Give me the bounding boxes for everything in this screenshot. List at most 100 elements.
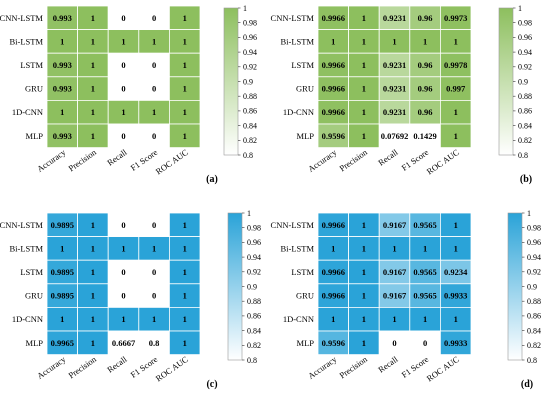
row-label: 1D-CNN [12, 107, 43, 117]
cell-value-label: 1 [183, 220, 187, 230]
colorbar [507, 212, 523, 361]
cell-value-label: 0.9167 [383, 267, 407, 277]
cell-value-label: 1 [152, 107, 156, 117]
colorbar-tick-label: 1 [247, 209, 251, 218]
column-label: Accuracy [306, 354, 339, 381]
cell-value-label: 1 [454, 314, 458, 324]
column-label: Precision [337, 147, 369, 174]
colorbar-tick-label: 0.9 [243, 77, 253, 86]
cell-value-label: 1 [362, 107, 366, 117]
cell-value-label: 1 [331, 314, 335, 324]
cell-value-label: 0.96 [418, 60, 433, 70]
colorbar-tick-label: 0.88 [243, 92, 257, 101]
cell-value-label: 1 [362, 314, 366, 324]
cell-value-label: 0.9966 [322, 107, 345, 117]
cell-value-label: 0.9965 [51, 338, 74, 348]
column-label: Recall [105, 354, 129, 375]
column-label: ROC AUC [154, 147, 190, 177]
cell-value-label: 0.07692 [381, 131, 409, 141]
cell-value-label: 0.9895 [51, 291, 74, 301]
row-label: Bi-LSTM [9, 243, 43, 253]
cell-value-label: 1 [91, 84, 95, 94]
row-label: CNN-LSTM [0, 13, 43, 23]
cell-value-label: 1 [91, 220, 95, 230]
colorbar-tick-label: 1 [243, 4, 247, 13]
heatmap-cell [168, 123, 201, 149]
row-label: LSTM [291, 60, 314, 70]
cell-value-label: 0.9895 [51, 267, 74, 277]
cell-value-label: 1 [60, 314, 64, 324]
cell-value-label: 0 [392, 338, 396, 348]
row-label: MLP [297, 338, 315, 348]
cell-value-label: 0.993 [53, 13, 72, 23]
row-label: Bi-LSTM [280, 36, 314, 46]
cell-value-label: 0 [121, 267, 125, 277]
cell-value-label: 0.9978 [444, 60, 467, 70]
cell-value-label: 1 [91, 13, 95, 23]
cell-value-label: 0.9167 [383, 220, 407, 230]
cell-value-label: 0.9973 [444, 13, 467, 23]
colorbar-tick-label: 0.82 [527, 341, 541, 350]
colorbar-tick-label: 0.94 [518, 48, 532, 57]
cell-value-label: 0.9231 [383, 107, 406, 117]
cell-value-label: 1 [183, 13, 187, 23]
row-label: MLP [297, 131, 315, 141]
column-label: Precision [337, 354, 369, 381]
cell-value-label: 0 [121, 13, 125, 23]
cell-value-label: 1 [91, 267, 95, 277]
cell-value-label: 1 [183, 267, 187, 277]
cell-value-label: 1 [362, 291, 366, 301]
cell-value-label: 1 [121, 243, 125, 253]
heatmap-panel: 0.9895 1 0 0 1 1 1 1 1 1 0.9895 1 0 0 1 0.9895 1 0 0 1 1 1 1 1 1… [0, 209, 261, 390]
heatmap-panel: 0.993 1 0 0 1 1 1 1 1 1 0.993 1 0 0 1 0.993 1 0 0 1 1 1 1 1 1 0.9… [0, 4, 257, 185]
cell-value-label: 0.8 [149, 338, 160, 348]
cell-value-label: 1 [392, 314, 396, 324]
panel-label: (b) [520, 174, 532, 185]
cell-value-label: 1 [423, 36, 427, 46]
cell-value-label: 0.96 [418, 107, 433, 117]
cell-value-label: 0 [152, 60, 156, 70]
colorbar-tick-label: 0.8 [247, 356, 257, 365]
cell-value-label: 1 [331, 243, 335, 253]
column-label: Recall [376, 354, 400, 375]
cell-value-label: 1 [454, 107, 458, 117]
cell-value-label: 1 [392, 243, 396, 253]
cell-value-label: 1 [91, 60, 95, 70]
cell-value-label: 0.9933 [444, 291, 467, 301]
colorbar [223, 7, 239, 156]
cell-value-label: 1 [91, 338, 95, 348]
column-label: Accuracy [306, 147, 339, 174]
column-label: ROC AUC [425, 354, 461, 384]
cell-value-label: 1 [121, 314, 125, 324]
cell-value-label: 1 [423, 314, 427, 324]
colorbar-tick-label: 0.84 [527, 326, 541, 335]
cell-value-label: 0.9596 [322, 338, 345, 348]
cell-value-label: 1 [183, 107, 187, 117]
colorbar-tick-label: 0.92 [243, 63, 257, 72]
colorbar-tick-label: 0.94 [527, 253, 541, 262]
cell-value-label: 0.9234 [444, 267, 468, 277]
cell-value-label: 0.9966 [322, 13, 345, 23]
colorbar-tick-label: 1 [518, 4, 522, 13]
cell-value-label: 0.96 [418, 13, 433, 23]
colorbar-tick-label: 0.9 [247, 282, 257, 291]
row-label: LSTM [291, 267, 314, 277]
cell-value-label: 0.9596 [322, 131, 345, 141]
cell-value-label: 1 [121, 107, 125, 117]
cell-value-label: 1 [423, 243, 427, 253]
cell-value-label: 0.993 [53, 131, 72, 141]
cell-value-label: 0 [152, 13, 156, 23]
panel-label: (c) [206, 379, 217, 390]
cell-value-label: 0.9895 [51, 220, 74, 230]
colorbar-tick-label: 0.84 [243, 121, 257, 130]
row-label: LSTM [20, 60, 43, 70]
cell-value-label: 0.9565 [413, 220, 436, 230]
colorbar [227, 212, 243, 361]
row-label: GRU [296, 84, 314, 94]
column-label: ROC AUC [154, 354, 190, 384]
cell-value-label: 0.9565 [413, 267, 436, 277]
cell-value-label: 0.9231 [383, 13, 406, 23]
heatmap-cell [168, 330, 201, 356]
cell-value-label: 1 [183, 243, 187, 253]
